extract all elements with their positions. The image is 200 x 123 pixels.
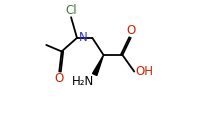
Text: H₂N: H₂N bbox=[72, 75, 94, 88]
Text: O: O bbox=[126, 24, 135, 37]
Polygon shape bbox=[93, 55, 104, 76]
Text: O: O bbox=[55, 72, 64, 85]
Text: N: N bbox=[78, 31, 87, 44]
Text: Cl: Cl bbox=[65, 4, 77, 17]
Text: OH: OH bbox=[135, 65, 153, 78]
